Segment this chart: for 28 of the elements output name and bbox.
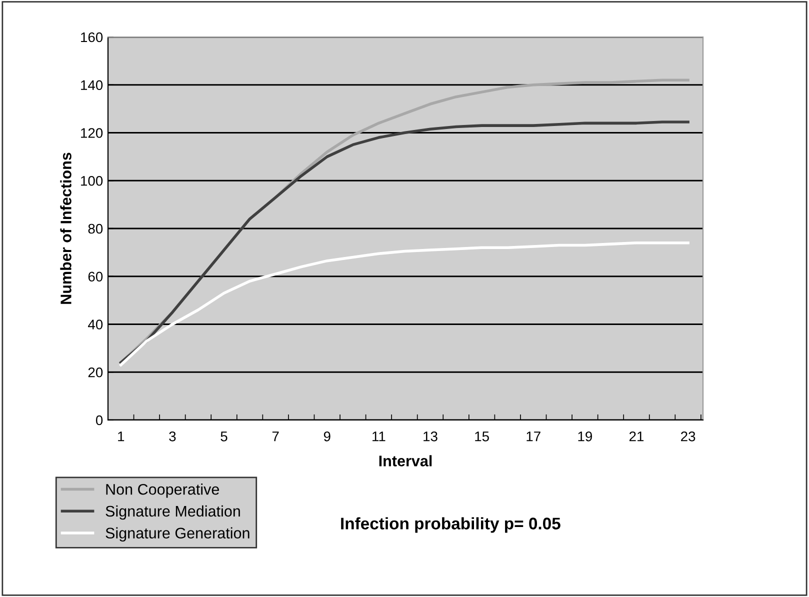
x-tick-label: 19 (578, 431, 592, 442)
x-tick-label: 13 (424, 431, 438, 442)
y-tick-label: 120 (81, 128, 103, 138)
legend-label: Signature Mediation (106, 505, 240, 520)
x-tick-label: 9 (324, 431, 330, 442)
x-tick-label: 5 (220, 432, 228, 442)
text: Infection probability p= 0.05 (341, 517, 560, 533)
x-tick-label: 3 (169, 431, 176, 442)
x-tick-label: 11 (372, 432, 386, 442)
line-series (120, 241, 690, 366)
x-tick-label: 7 (272, 432, 279, 442)
x-tick-label: 21 (629, 431, 644, 442)
x-tick-label: 23 (681, 431, 696, 442)
y-tick-label: 160 (81, 32, 103, 42)
x-tick-label: 17 (526, 432, 540, 442)
legend-label: Non Cooperative (106, 484, 219, 498)
y-tick-label: 0 (96, 415, 103, 426)
y-axis-title: Number of Infections (60, 152, 72, 304)
x-tick-label: 1 (118, 432, 124, 442)
y-tick-label: 100 (81, 176, 103, 186)
x-tick-label: 15 (475, 432, 489, 442)
legend-label: Signature Generation (106, 527, 250, 542)
y-tick-label: 40 (88, 320, 103, 330)
y-tick-label: 60 (88, 272, 103, 282)
y-tick-label: 80 (88, 224, 103, 234)
y-tick-label: 20 (88, 367, 103, 378)
y-tick-label: 140 (81, 80, 103, 90)
x-axis-title: Interval (379, 455, 432, 466)
